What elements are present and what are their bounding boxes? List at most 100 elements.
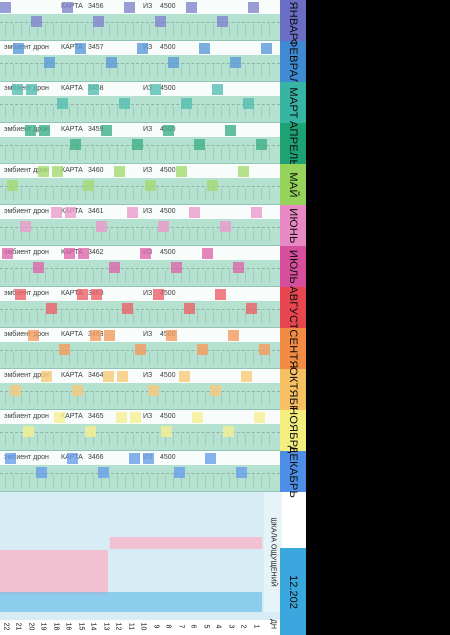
card-label: КАРТА bbox=[61, 372, 83, 379]
color-cell bbox=[161, 426, 172, 437]
month-label: ОКТЯБР bbox=[287, 366, 299, 413]
month-band: эмбиент дронКАРТА3463ИЗ4500 bbox=[0, 328, 280, 369]
date-tab[interactable]: 12.202 bbox=[280, 548, 306, 635]
color-cell bbox=[194, 139, 205, 150]
color-cell bbox=[168, 57, 179, 68]
color-cell bbox=[153, 289, 164, 300]
color-cell bbox=[83, 180, 94, 191]
ambient-label: эмбиент дрон bbox=[4, 249, 49, 256]
card-number: 3460 bbox=[88, 167, 104, 174]
month-label: ДЕКАБРЬ bbox=[287, 445, 299, 498]
day-tick: 2 bbox=[239, 624, 247, 629]
day-tick: 8 bbox=[164, 624, 172, 629]
card-number: 3457 bbox=[88, 44, 104, 51]
color-cell bbox=[150, 84, 161, 95]
sensation-zone bbox=[0, 492, 280, 635]
color-cell bbox=[230, 57, 241, 68]
month-tab[interactable]: АВГУСТ bbox=[280, 285, 306, 330]
month-tab[interactable]: НОЯБРЬ bbox=[280, 407, 306, 454]
checkbox-grid bbox=[4, 352, 274, 364]
month-tab[interactable]: ИЮНЬ bbox=[280, 205, 306, 246]
color-cell bbox=[186, 2, 197, 13]
day-tick: 14 bbox=[89, 622, 97, 631]
month-label: ИЮНЬ bbox=[287, 207, 299, 244]
month-band: эмбиент дрон КАРТА 3464 ИЗ 4500 bbox=[0, 369, 280, 410]
scale-label: ШКАЛА ОЩУЩЕНИЙ bbox=[264, 492, 282, 612]
of-label: ИЗ bbox=[143, 85, 153, 92]
pink-block bbox=[0, 550, 108, 595]
month-tab[interactable]: МАЙ bbox=[280, 164, 306, 205]
axis-end-label: ДН bbox=[269, 618, 277, 629]
color-cell bbox=[236, 467, 247, 478]
color-cell bbox=[91, 289, 102, 300]
day-tick: 10 bbox=[139, 622, 147, 631]
color-cell bbox=[248, 2, 259, 13]
month-band: эмбиент дронКАРТА3463ИЗ4500 bbox=[0, 287, 280, 328]
month-tab[interactable]: ЯНВАР bbox=[280, 0, 306, 41]
total-count: 4500 bbox=[160, 44, 176, 51]
color-cell bbox=[217, 16, 228, 27]
month-band: эмбиент дрон КАРТА 3465 ИЗ 4500 bbox=[0, 410, 280, 451]
month-tab[interactable]: СЕНТЯ bbox=[280, 328, 306, 369]
checkbox-grid bbox=[4, 188, 274, 200]
month-tab[interactable]: ФЕВРАЛ bbox=[280, 38, 306, 85]
color-cell bbox=[254, 412, 265, 423]
month-tab[interactable]: АПРЕЛЬ bbox=[280, 120, 306, 167]
day-tick: 5 bbox=[202, 624, 210, 629]
of-label: ИЗ bbox=[143, 413, 153, 420]
total-count: 4500 bbox=[160, 3, 176, 10]
month-band: эмбиент дронКАРТА3462ИЗ4500 bbox=[0, 246, 280, 287]
total-count: 4500 bbox=[160, 413, 176, 420]
color-cell bbox=[243, 98, 254, 109]
color-cell bbox=[137, 43, 148, 54]
card-number: 3462 bbox=[88, 249, 104, 256]
color-cell bbox=[20, 221, 31, 232]
day-tick: 13 bbox=[102, 622, 110, 631]
day-tick: 1 bbox=[252, 624, 260, 629]
color-cell bbox=[225, 125, 236, 136]
card-label: КАРТА bbox=[61, 413, 83, 420]
color-cell bbox=[176, 166, 187, 177]
total-count: 4500 bbox=[160, 372, 176, 379]
ambient-label: эмбиент дрон bbox=[4, 167, 49, 174]
checkbox-grid bbox=[4, 147, 274, 159]
color-cell bbox=[116, 412, 127, 423]
month-label: МАРТ bbox=[287, 86, 299, 119]
dashed-line bbox=[0, 432, 280, 433]
dashed-line bbox=[0, 22, 280, 23]
month-tab[interactable]: ИЮЛЬ bbox=[280, 246, 306, 287]
card-number: 3461 bbox=[88, 208, 104, 215]
day-tick: 6 bbox=[189, 624, 197, 629]
month-label: АВГУСТ bbox=[287, 285, 299, 330]
color-cell bbox=[202, 248, 213, 259]
month-band: эмбиент дронКАРТА3466ИЗ4500 bbox=[0, 451, 280, 492]
month-label: АПРЕЛЬ bbox=[287, 120, 299, 167]
day-axis: 22 21 20 19 18 16 15 14 13 12 11 10 9 8 7 6 5 4 3 2 1 bbox=[0, 620, 280, 635]
total-count: 4500 bbox=[160, 167, 176, 174]
color-cell bbox=[119, 98, 130, 109]
month-tab[interactable]: МАРТ bbox=[280, 82, 306, 123]
card-row: эмбиент дрон КАРТА 3460 ИЗ 4500 bbox=[0, 164, 280, 178]
checkbox-grid bbox=[4, 106, 274, 118]
color-cell bbox=[104, 330, 115, 341]
color-cell bbox=[197, 344, 208, 355]
card-label: КАРТА bbox=[61, 331, 83, 338]
color-cell bbox=[158, 221, 169, 232]
color-cell bbox=[25, 125, 36, 136]
card-row: эмбиент дрон КАРТА 3464 ИЗ 4500 bbox=[0, 369, 280, 383]
month-band: эмбиент дрон КАРТА 3460 ИЗ 4500 bbox=[0, 164, 280, 205]
color-cell bbox=[93, 16, 104, 27]
dashed-line bbox=[0, 186, 280, 187]
month-tab[interactable]: ДЕКАБРЬ bbox=[280, 445, 306, 498]
color-cell bbox=[28, 330, 39, 341]
checkbox-grid bbox=[4, 311, 274, 323]
day-tick: 9 bbox=[152, 624, 160, 629]
of-label: ИЗ bbox=[143, 3, 153, 10]
color-cell bbox=[140, 248, 151, 259]
dashed-line bbox=[0, 309, 280, 310]
color-cell bbox=[163, 125, 174, 136]
color-cell bbox=[33, 262, 44, 273]
month-tab[interactable]: ОКТЯБР bbox=[280, 366, 306, 413]
color-cell bbox=[13, 43, 24, 54]
color-cell bbox=[199, 43, 210, 54]
